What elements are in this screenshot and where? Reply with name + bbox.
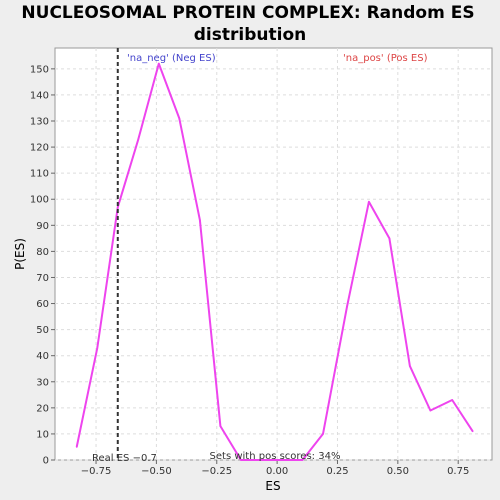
y-tick-label: 130 [30,117,49,128]
y-tick-label: 90 [36,221,49,232]
real-es-label: Real ES −0.7 [92,453,157,464]
data-point [137,138,140,141]
neg-es-label: 'na_neg' (Neg ES) [127,53,216,64]
data-point [116,206,119,208]
data-point [451,399,453,401]
data-point [260,459,263,461]
x-tick-label: 0.25 [326,466,348,477]
data-point [322,433,324,435]
y-tick-label: 60 [36,299,49,310]
y-tick-label: 70 [36,273,49,284]
y-tick-label: 140 [30,90,49,101]
data-point [388,237,391,240]
series-line [75,62,474,461]
data-point [281,459,283,461]
data-point [158,62,160,65]
data-point [429,409,432,412]
y-tick-label: 110 [30,169,49,180]
pos-es-label: 'na_pos' (Pos ES) [343,53,428,64]
ticks: 0 10 20 30 40 50 60 70 80 90 100 110 120 130 140 150 −0.… [30,64,469,477]
data-point [368,201,370,203]
x-tick-label: 0.00 [266,466,288,477]
y-tick-label: 120 [30,143,49,154]
data-point [219,425,222,427]
y-tick-label: 20 [36,403,49,414]
y-tick-label: 80 [36,247,49,258]
x-tick-label: −0.50 [141,466,172,477]
chart-title-line-2: distribution [194,25,306,45]
x-tick-label: −0.25 [201,466,232,477]
y-tick-label: 100 [30,195,49,206]
x-tick-label: 0.75 [447,466,469,477]
data-point [301,459,304,461]
x-tick-label: 0.50 [387,466,409,477]
y-tick-label: 10 [36,429,49,440]
series-layer [75,62,474,461]
data-point [75,446,78,448]
data-point [409,365,411,367]
y-tick-label: 150 [30,64,49,75]
plot-area [54,47,493,461]
data-point [199,219,201,221]
data-point [346,305,348,307]
data-point [178,117,181,120]
x-axis-label: ES [265,479,280,493]
y-tick-label: 40 [36,351,49,362]
x-tick-label: −0.75 [81,466,112,477]
y-tick-label: 30 [36,377,49,388]
data-point [96,347,99,349]
y-tick-label: 50 [36,325,49,336]
y-tick-label: 0 [43,456,49,467]
data-point [240,459,242,461]
y-axis-label: P(ES) [13,238,27,270]
data-point [471,430,474,433]
pos-scores-label: Sets with pos scores: 34% [210,451,341,462]
chart-title-line-1: NUCLEOSOMAL PROTEIN COMPLEX: Random ES [21,3,474,23]
